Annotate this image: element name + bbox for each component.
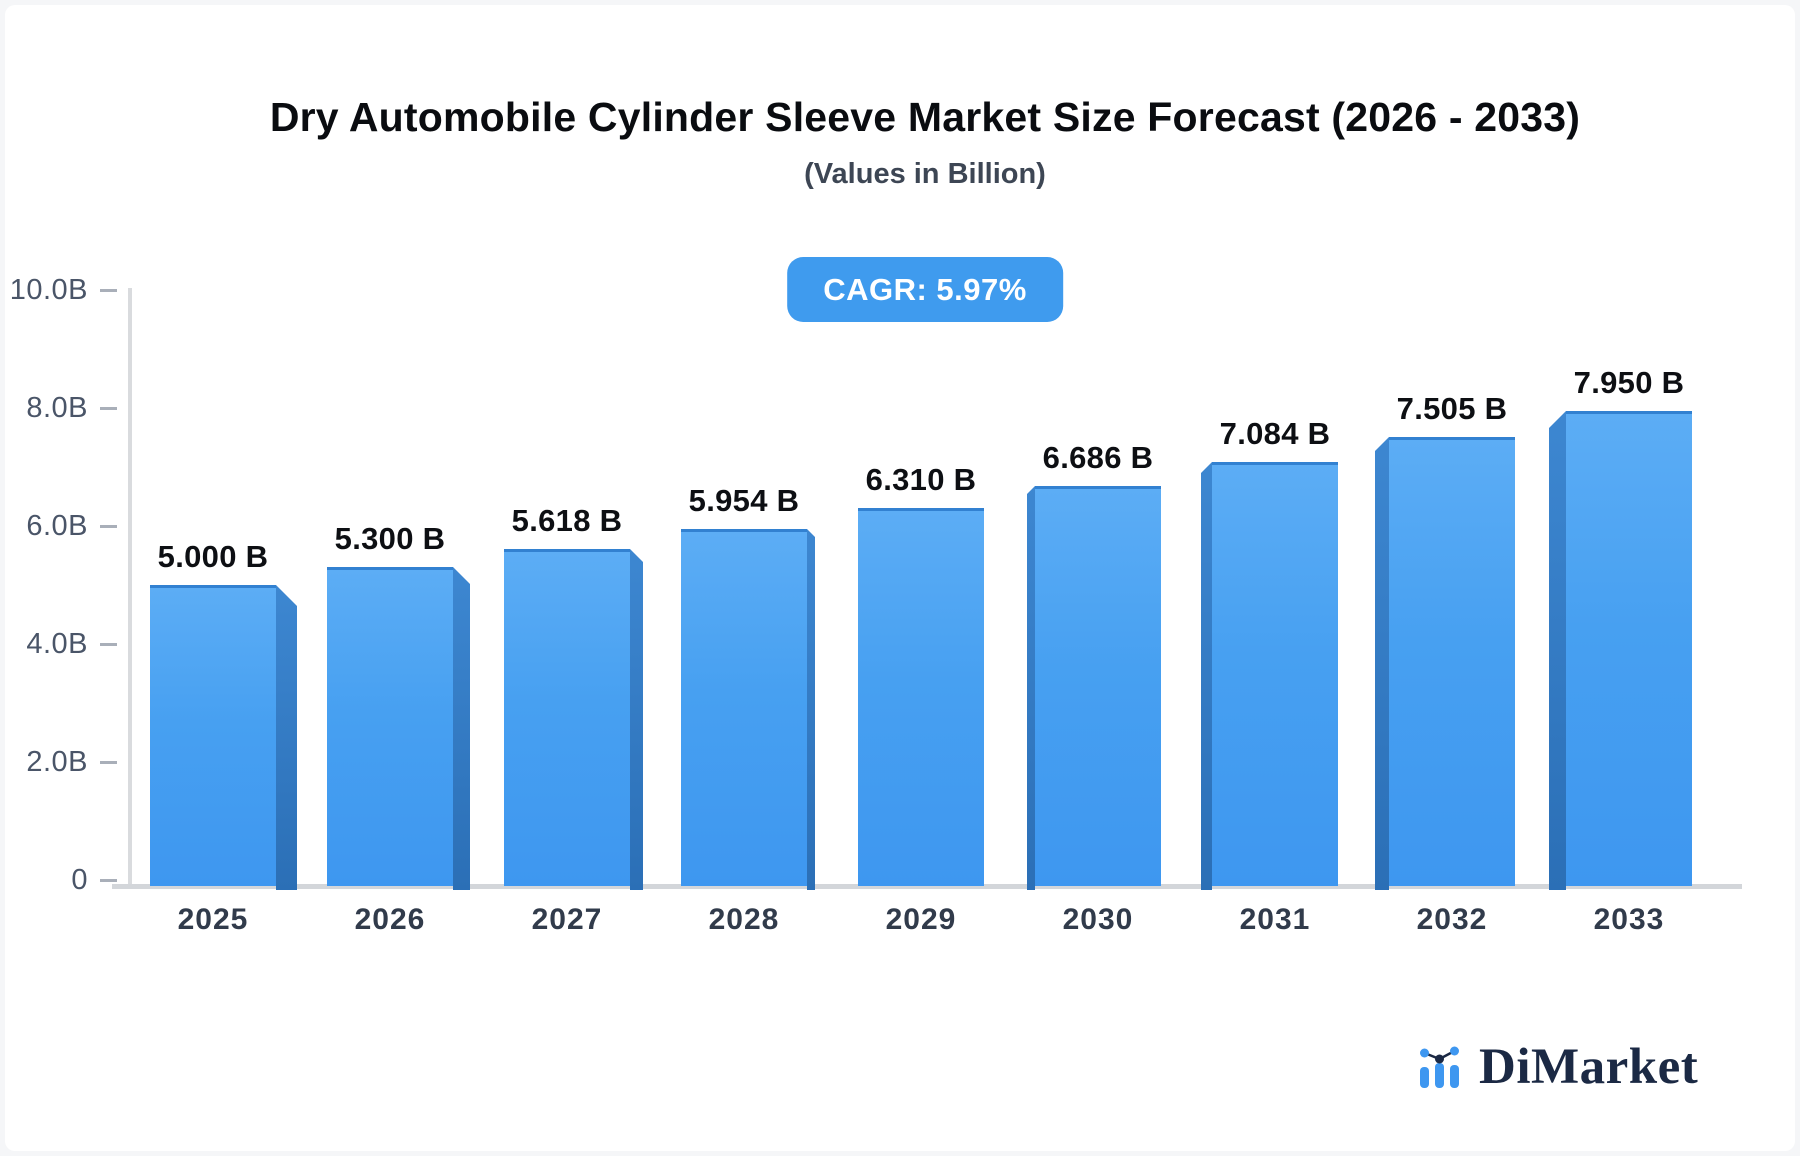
bar-side-2033 [1549,411,1566,890]
bar-value-label: 6.310 B [865,462,977,497]
x-axis-line [112,884,1742,889]
y-axis-tick-label: 6.0B [26,510,88,542]
bar-value-label: 6.686 B [1042,440,1154,475]
x-axis-label: 2033 [1593,903,1665,936]
x-axis-label: 2030 [1062,903,1134,936]
bar-value-label: 5.618 B [511,503,623,538]
bar-side-2028 [807,529,815,890]
x-axis-label: 2029 [885,903,957,936]
cagr-badge: CAGR: 5.97% [787,257,1063,322]
x-axis-label: 2028 [708,903,780,936]
x-axis-label: 2027 [531,903,603,936]
bar-value-label: 7.084 B [1219,416,1331,451]
bar-2031[interactable] [1212,462,1338,886]
bar-2029[interactable] [858,508,984,886]
x-axis-label: 2025 [177,903,249,936]
y-axis-tick-mark [100,761,117,764]
bar-value-label: 7.950 B [1573,365,1685,400]
y-axis-tick-label: 10.0B [9,274,88,306]
x-axis-label: 2031 [1239,903,1311,936]
y-axis-tick-mark [100,879,117,882]
page-title: Dry Automobile Cylinder Sleeve Market Si… [269,94,1581,140]
y-axis-tick-mark [100,525,117,528]
bar-value-label: 5.000 B [157,539,269,574]
bar-side-2032 [1375,437,1389,890]
y-axis-tick-label: 0 [71,864,88,896]
y-axis-tick-label: 8.0B [26,392,88,424]
mini-bar-chart-icon [1420,1046,1459,1088]
bar-2025[interactable] [150,585,276,886]
bar-value-label: 7.505 B [1396,391,1508,426]
bar-side-2027 [630,549,643,890]
logo-text: DiMarket [1479,1039,1699,1095]
bar-2033[interactable] [1566,411,1692,886]
y-axis-line [128,288,132,886]
bar-2026[interactable] [327,567,453,886]
y-axis-tick-mark [100,289,117,292]
y-axis-tick-mark [100,407,117,410]
x-axis-label: 2032 [1416,903,1488,936]
x-axis-label: 2026 [354,903,426,936]
bar-side-2030 [1027,486,1035,890]
bar-value-label: 5.300 B [334,521,446,556]
bar-2027[interactable] [504,549,630,886]
y-axis-tick-label: 2.0B [26,746,88,778]
dimarket-logo: DiMarket [1420,1042,1698,1093]
bar-side-2025 [276,585,297,890]
bar-2030[interactable] [1035,486,1161,886]
bar-value-label: 5.954 B [688,483,800,518]
y-axis-tick-mark [100,643,117,646]
bar-2028[interactable] [681,529,807,886]
y-axis-tick-label: 4.0B [26,628,88,660]
bar-2032[interactable] [1389,437,1515,886]
bar-side-2031 [1201,462,1212,890]
page-subtitle: (Values in Billion) [804,158,1046,190]
bar-side-2026 [453,567,470,890]
